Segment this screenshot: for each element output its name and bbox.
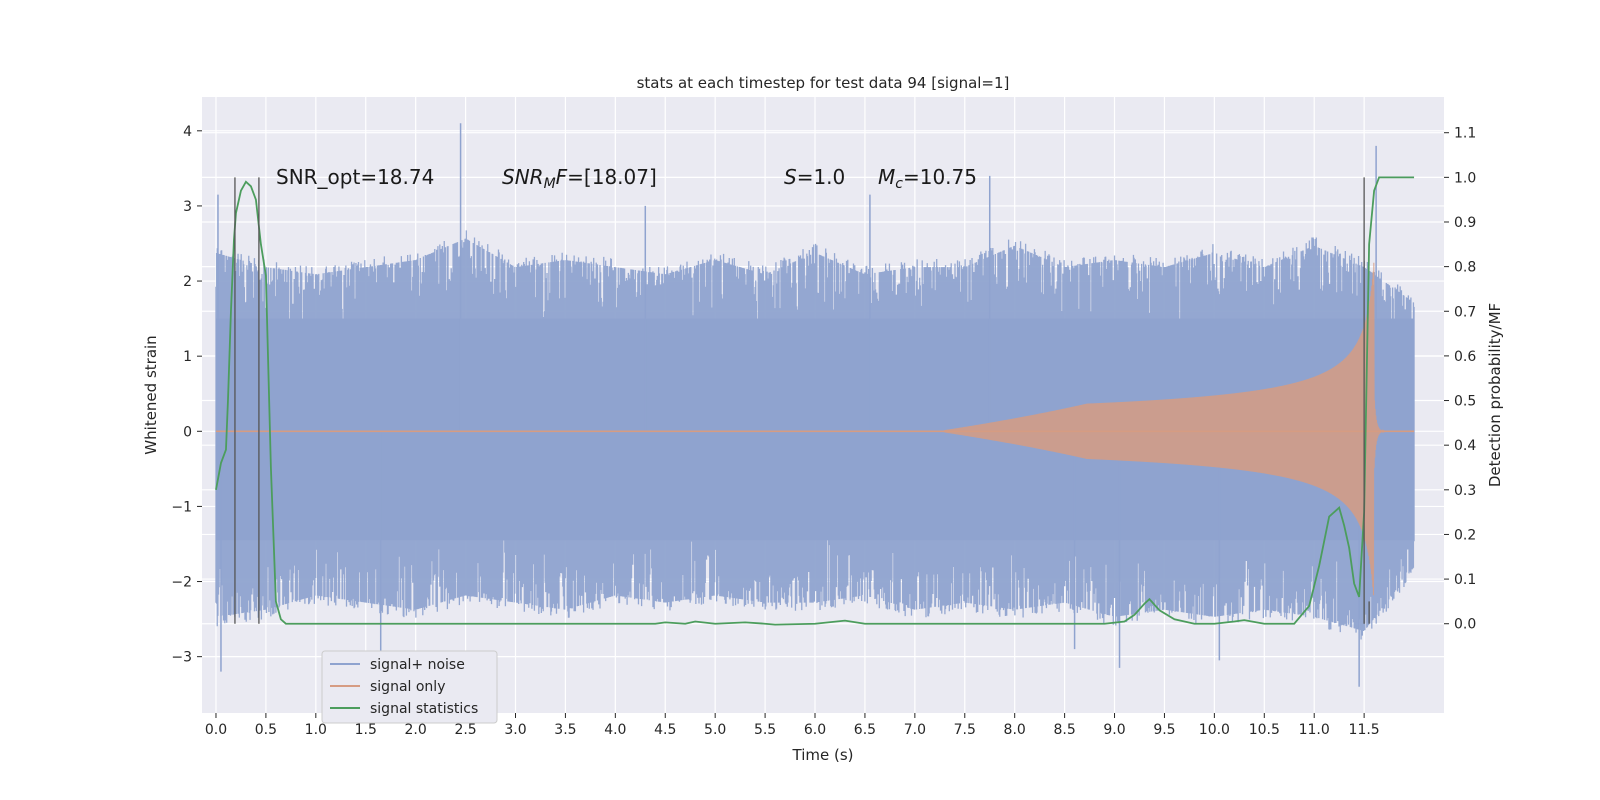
signal-trace	[944, 262, 1415, 596]
x-tick-label-18: 9.0	[1103, 722, 1125, 738]
y-tick-label-6: 3	[183, 199, 192, 215]
y-tick-label-2: −1	[171, 499, 192, 515]
x-tick-label-13: 6.5	[854, 722, 876, 738]
annotation-1: SNRMF=[18.07]	[502, 165, 657, 192]
x-tick-label-10: 5.0	[704, 722, 726, 738]
x-tick-label-0: 0.0	[205, 722, 227, 738]
signal-series	[215, 262, 1415, 596]
x-tick-label-17: 8.5	[1053, 722, 1075, 738]
x-tick-label-12: 6.0	[804, 722, 826, 738]
y-right-tick-label-5: 0.5	[1454, 394, 1476, 410]
x-tick-label-16: 8.0	[1004, 722, 1026, 738]
y-axis-label: Whitened strain	[142, 335, 160, 454]
annotation-3: Mc=10.75	[878, 165, 977, 192]
legend-box	[321, 650, 498, 724]
y-right-tick-label-1: 0.1	[1454, 572, 1476, 588]
y-right-tick-label-11: 1.1	[1454, 126, 1476, 142]
y-tick-label-1: −2	[171, 575, 192, 591]
x-tick-label-19: 9.5	[1153, 722, 1175, 738]
x-tick-label-20: 10.0	[1199, 722, 1230, 738]
chart-title: stats at each timestep for test data 94 …	[637, 74, 1010, 92]
x-tick-label-11: 5.5	[754, 722, 776, 738]
x-tick-label-23: 11.5	[1349, 722, 1380, 738]
x-tick-label-1: 0.5	[255, 722, 277, 738]
x-tick-label-5: 2.5	[454, 722, 476, 738]
x-axis-label: Time (s)	[792, 746, 854, 764]
x-tick-label-22: 11.0	[1299, 722, 1330, 738]
x-tick-label-6: 3.0	[504, 722, 526, 738]
x-tick-label-7: 3.5	[554, 722, 576, 738]
y-right-tick-label-8: 0.8	[1454, 260, 1476, 276]
legend-label-2: signal statistics	[370, 701, 478, 717]
noise-peaks	[217, 123, 1377, 687]
x-tick-label-9: 4.5	[654, 722, 676, 738]
y-right-tick-label-0: 0.0	[1454, 617, 1476, 633]
y-right-tick-label-4: 0.4	[1454, 438, 1476, 454]
y-tick-label-4: 1	[183, 349, 192, 365]
y-right-tick-label-2: 0.2	[1454, 527, 1476, 543]
y-right-tick-label-6: 0.6	[1454, 349, 1476, 365]
y-tick-label-0: −3	[171, 650, 192, 666]
y-tick-label-3: 0	[183, 424, 192, 440]
y-axis-right-label: Detection probability/MF	[1486, 303, 1504, 487]
x-tick-label-8: 4.0	[604, 722, 626, 738]
annotation-0: SNR_opt=18.74	[276, 165, 434, 189]
axes: 0.0 0.5 1.0 1.5 2.0 2.5 3.0 3.5 4.0 4.5 5.0 5.5 6.0 6…	[171, 124, 1476, 738]
x-tick-label-15: 7.5	[954, 722, 976, 738]
legend: signal+ noise signal only signal statistic…	[321, 650, 498, 724]
x-tick-label-4: 2.0	[405, 722, 427, 738]
legend-label-1: signal only	[370, 679, 445, 695]
x-tick-label-3: 1.5	[355, 722, 377, 738]
vertical-lines	[234, 177, 1370, 624]
y-right-tick-label-9: 0.9	[1454, 215, 1476, 231]
y-right-tick-label-3: 0.3	[1454, 483, 1476, 499]
x-tick-label-2: 1.0	[305, 722, 327, 738]
y-tick-label-7: 4	[183, 124, 192, 140]
y-tick-label-5: 2	[183, 274, 192, 290]
x-tick-label-14: 7.0	[904, 722, 926, 738]
x-tick-label-21: 10.5	[1249, 722, 1280, 738]
y-right-tick-label-10: 1.0	[1454, 170, 1476, 186]
y-right-tick-label-7: 0.7	[1454, 304, 1476, 320]
legend-label-0: signal+ noise	[370, 657, 465, 673]
annotation-2: S=1.0	[784, 165, 845, 189]
annotations: SNR_opt=18.74 SNRMF=[18.07] S=1.0 Mc=10.75	[276, 165, 977, 192]
